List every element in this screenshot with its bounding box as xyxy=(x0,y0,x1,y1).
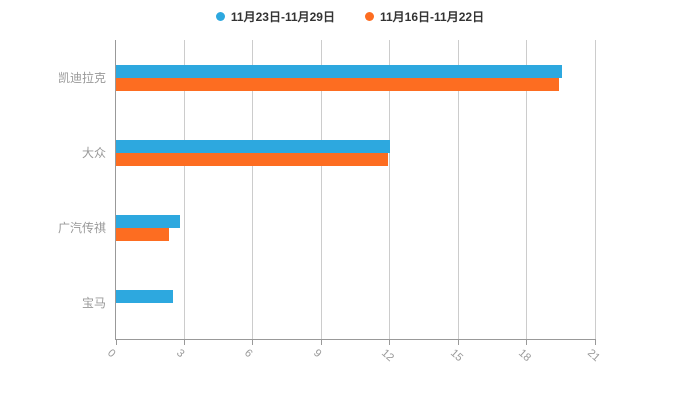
x-tick-label: 6 xyxy=(241,347,255,361)
legend-item-week-nov16-22[interactable]: 11月16日-11月22日 xyxy=(365,8,484,25)
legend-item-week-nov23-29[interactable]: 11月23日-11月29日 xyxy=(215,8,335,25)
gridline xyxy=(184,40,185,339)
gridline xyxy=(595,40,596,339)
chart-legend: 11月23日-11月29日 11月16日-11月22日 xyxy=(0,8,700,25)
gridline xyxy=(252,40,253,339)
x-tick-label: 0 xyxy=(104,347,118,361)
plot-area xyxy=(115,40,596,345)
y-category-label: 宝马 xyxy=(81,295,106,310)
gridline xyxy=(321,40,322,339)
axis-tick xyxy=(389,339,390,345)
x-tick-label: 18 xyxy=(515,347,534,365)
bar-series1-cat1[interactable] xyxy=(116,153,388,166)
axis-tick xyxy=(116,339,117,345)
axis-tick xyxy=(321,339,322,345)
legend-label: 11月16日-11月22日 xyxy=(380,10,485,24)
y-category-label: 大众 xyxy=(81,145,106,160)
gridline xyxy=(389,40,390,339)
x-tick-label: 3 xyxy=(173,347,187,361)
axis-tick xyxy=(458,339,459,345)
bar-series1-cat2[interactable] xyxy=(116,228,169,241)
x-tick-label: 12 xyxy=(378,347,397,365)
x-tick-label: 15 xyxy=(447,347,466,365)
bar-series0-cat2[interactable] xyxy=(116,215,180,228)
y-category-label: 广汽传祺 xyxy=(57,220,106,235)
gridline xyxy=(526,40,527,339)
y-category-label: 凯迪拉克 xyxy=(57,70,106,85)
gridline xyxy=(458,40,459,339)
axis-tick xyxy=(595,339,596,345)
x-tick-label: 21 xyxy=(584,347,603,365)
legend-label: 11月23日-11月29日 xyxy=(230,10,335,24)
bar-series0-cat0[interactable] xyxy=(116,65,562,78)
bar-series1-cat0[interactable] xyxy=(116,78,559,91)
x-tick-label: 9 xyxy=(310,347,324,361)
legend-marker-orange-icon xyxy=(365,12,374,21)
bar-series0-cat3[interactable] xyxy=(116,290,173,303)
legend-marker-blue-icon xyxy=(215,12,225,21)
axis-tick xyxy=(184,339,185,345)
bar-series0-cat1[interactable] xyxy=(116,140,390,153)
axis-tick xyxy=(526,339,527,345)
axis-tick xyxy=(252,339,253,345)
